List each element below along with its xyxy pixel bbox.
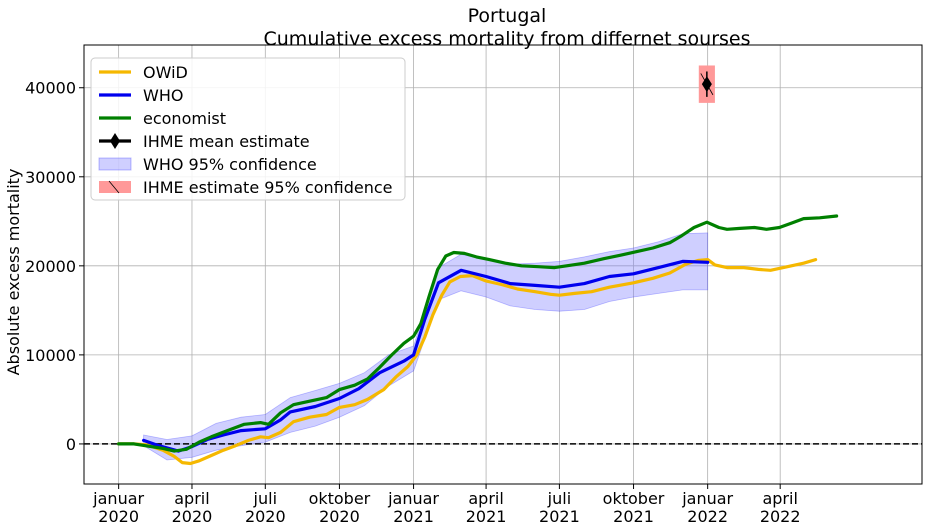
legend-label: IHME estimate 95% confidence	[143, 178, 392, 197]
x-tick-label-year: 2021	[393, 507, 434, 526]
x-tick-label-month: juli	[253, 489, 277, 508]
x-tick-label-month: januar	[681, 489, 733, 508]
x-tick-label-month: januar	[387, 489, 439, 508]
legend: OWiD WHO economist IHME mean estimate WHO 95…	[90, 57, 406, 201]
series-line-who	[142, 259, 710, 453]
legend-box	[90, 57, 406, 201]
x-tick-label-month: april	[762, 489, 797, 508]
y-tick-label: 20000	[25, 257, 76, 276]
x-tick-label-year: 2021	[613, 507, 654, 526]
plot-area	[84, 65, 922, 466]
chart-subtitle: Cumulative excess mortality from differn…	[264, 28, 751, 50]
series-line-owid	[117, 258, 818, 466]
legend-label: OWiD	[143, 63, 188, 82]
x-tick-label-month: april	[468, 489, 503, 508]
x-axis: januar2020april2020juli2020oktober2020ja…	[92, 484, 801, 526]
y-tick-label: 0	[66, 435, 76, 454]
who-confidence-band	[143, 232, 709, 461]
x-tick-label-year: 2020	[245, 507, 286, 526]
legend-label: economist	[143, 109, 226, 128]
x-tick-label-month: oktober	[309, 489, 371, 508]
legend-swatch	[98, 157, 132, 171]
x-tick-label-year: 2022	[687, 507, 728, 526]
legend-swatch	[99, 181, 131, 193]
x-tick-label-year: 2021	[466, 507, 507, 526]
x-tick-label-year: 2022	[760, 507, 801, 526]
x-tick-label-month: januar	[92, 489, 144, 508]
x-tick-label-year: 2020	[98, 507, 139, 526]
y-tick-label: 10000	[25, 346, 76, 365]
x-tick-label-year: 2021	[539, 507, 580, 526]
ihme-mean-marker	[701, 76, 712, 93]
legend-swatch-hatch	[108, 180, 120, 194]
x-tick-label-month: juli	[547, 489, 571, 508]
series-line-economist	[117, 214, 839, 453]
legend-label: IHME mean estimate	[143, 132, 310, 151]
plot-frame	[83, 44, 923, 485]
legend-label: WHO	[143, 86, 183, 105]
x-tick-label-month: april	[174, 489, 209, 508]
x-tick-label-year: 2020	[319, 507, 360, 526]
y-axis: 0 10000 20000 30000 40000	[25, 79, 84, 454]
x-tick-label-month: oktober	[603, 489, 665, 508]
legend-label: WHO 95% confidence	[143, 155, 317, 174]
y-axis-label: Absolute excess mortality	[4, 169, 23, 376]
y-tick-label: 30000	[25, 168, 76, 187]
legend-swatch-marker	[110, 133, 120, 149]
y-tick-label: 40000	[25, 79, 76, 98]
chart-title: Portugal	[468, 5, 547, 27]
x-tick-label-year: 2020	[172, 507, 213, 526]
